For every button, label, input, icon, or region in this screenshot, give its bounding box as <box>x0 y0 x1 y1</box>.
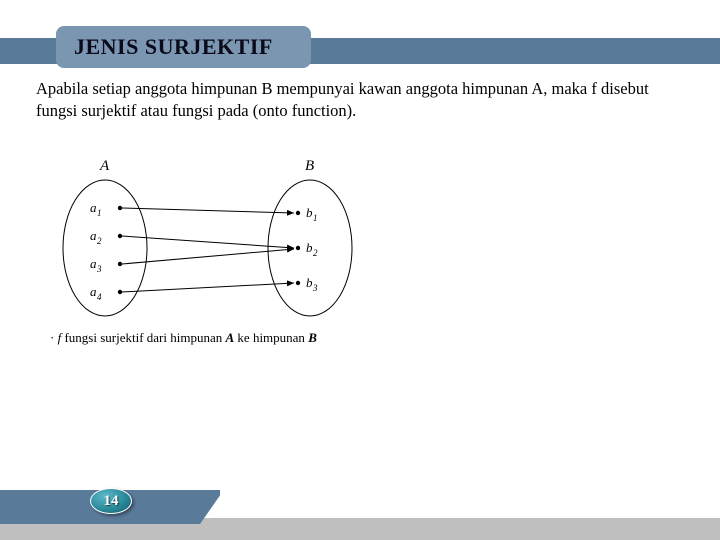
svg-text:1: 1 <box>313 213 318 223</box>
node-b1: b 1 <box>296 205 318 223</box>
node-a3: a 3 <box>90 256 122 274</box>
page-number-badge: 14 <box>90 488 132 514</box>
page-title: JENIS SURJEKTIF <box>74 34 273 60</box>
svg-text:a: a <box>90 284 97 299</box>
set-label-a: A <box>99 158 110 174</box>
svg-text:b: b <box>306 275 313 290</box>
diagram-caption: · f fungsi surjektif dari himpunan A ke … <box>50 330 317 346</box>
svg-text:b: b <box>306 240 313 255</box>
node-b3: b 3 <box>296 275 318 293</box>
svg-text:2: 2 <box>313 248 318 258</box>
node-a2: a 2 <box>90 228 122 246</box>
node-a4: a 4 <box>90 284 122 302</box>
svg-text:b: b <box>306 205 313 220</box>
svg-text:2: 2 <box>97 236 102 246</box>
svg-text:3: 3 <box>312 283 318 293</box>
title-box: JENIS SURJEKTIF <box>56 26 311 68</box>
edge-a1-b1 <box>122 208 294 213</box>
surjection-diagram: A B a 1 a 2 a 3 a 4 b 1 <box>40 158 380 328</box>
page-number: 14 <box>104 493 119 510</box>
svg-text:a: a <box>90 200 97 215</box>
node-b2: b 2 <box>296 240 318 258</box>
body-paragraph: Apabila setiap anggota himpunan B mempun… <box>36 78 676 123</box>
node-a1: a 1 <box>90 200 122 218</box>
svg-text:a: a <box>90 228 97 243</box>
svg-text:a: a <box>90 256 97 271</box>
svg-text:3: 3 <box>96 264 102 274</box>
svg-text:4: 4 <box>97 292 102 302</box>
set-label-b: B <box>305 158 314 174</box>
ellipse-a <box>63 180 147 316</box>
edge-a4-b3 <box>122 283 294 292</box>
svg-text:1: 1 <box>97 208 102 218</box>
